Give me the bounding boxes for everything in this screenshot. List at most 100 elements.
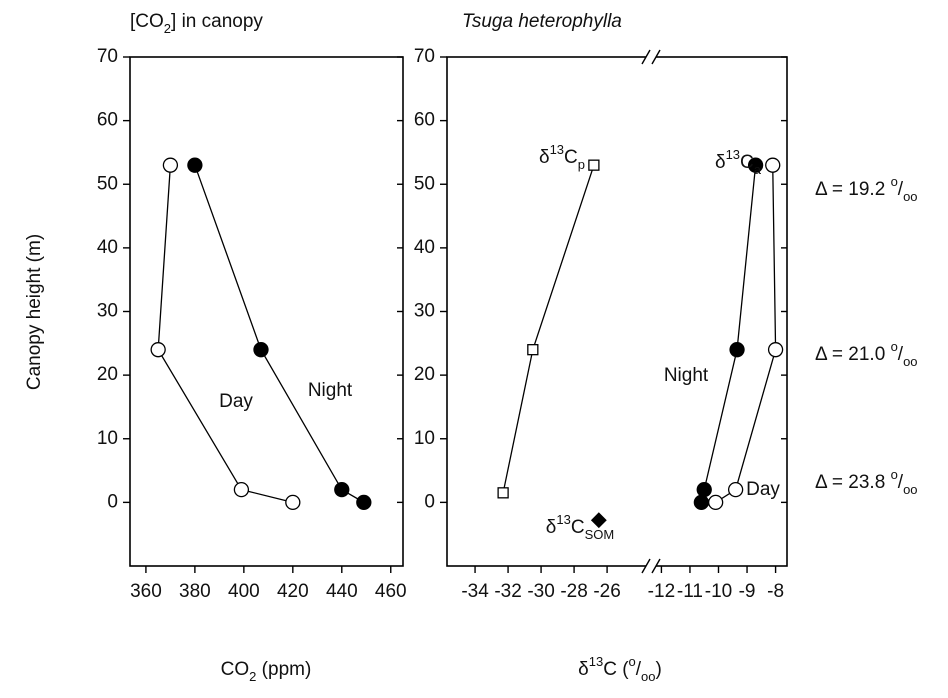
marker — [334, 481, 350, 498]
marker — [767, 342, 784, 358]
marker — [729, 342, 745, 358]
axis-break — [641, 558, 651, 574]
x-tick-label: 400 — [228, 581, 260, 602]
marker — [696, 481, 712, 498]
x-axis-label: δ13C (o/oo) — [578, 654, 662, 684]
series-line — [700, 165, 757, 503]
text-part: 13 — [550, 142, 564, 157]
y-tick-label: 0 — [424, 491, 435, 512]
series-line — [715, 165, 777, 503]
chart-title: Tsuga heterophylla — [462, 11, 622, 32]
text-part: / — [636, 659, 642, 680]
x-tick-label: 380 — [179, 581, 211, 602]
x-axis-label: CO2 (ppm) — [221, 659, 312, 684]
series-label: δ13CSOM — [546, 512, 614, 542]
x-tick-label: -8 — [767, 581, 784, 602]
annotation: Δ = 23.8 o/oo — [815, 467, 918, 497]
x-tick-label: -11 — [677, 581, 703, 602]
text-part: Δ = 23.8 — [815, 472, 891, 493]
y-tick-label: 20 — [97, 364, 118, 385]
text-part: oo — [903, 189, 917, 204]
series-label: Day — [219, 391, 253, 412]
text-part: δ — [539, 147, 550, 168]
marker — [285, 494, 301, 511]
series-line — [502, 164, 595, 493]
x-tick-label: 420 — [277, 581, 309, 602]
text-part: / — [898, 179, 904, 200]
marker — [588, 159, 600, 171]
x-tick-label: -28 — [560, 581, 587, 602]
series-line — [194, 164, 365, 503]
text-part: C — [564, 147, 578, 168]
text-part: CO — [221, 659, 250, 680]
y-tick-label: 10 — [97, 428, 118, 449]
text-part: o — [629, 654, 636, 669]
text-part: oo — [641, 669, 655, 684]
text-part: [CO — [130, 11, 164, 32]
plot-frame — [129, 56, 404, 567]
x-tick-label: -26 — [593, 581, 620, 602]
text-part: (ppm) — [256, 659, 311, 680]
marker — [150, 342, 166, 358]
x-tick-label: 360 — [130, 581, 162, 602]
annotation: δ13Ca — [715, 147, 762, 177]
y-tick-label: 50 — [414, 173, 435, 194]
text-part: 13 — [589, 654, 603, 669]
axis-break-gap — [646, 563, 656, 569]
series-label: Night — [308, 380, 353, 401]
marker — [497, 487, 509, 499]
marker — [253, 342, 269, 358]
text-part: Tsuga heterophylla — [462, 11, 622, 32]
x-tick-label: -10 — [705, 581, 732, 602]
y-tick-label: 20 — [414, 364, 435, 385]
y-tick-label: 60 — [97, 110, 118, 131]
y-tick-label: 40 — [97, 237, 118, 258]
text-part: δ — [578, 659, 589, 680]
x-tick-label: -32 — [494, 581, 521, 602]
marker — [693, 494, 710, 511]
y-tick-label: 10 — [414, 428, 435, 449]
marker — [765, 157, 781, 173]
axis-break — [651, 558, 661, 574]
y-tick-label: 0 — [107, 491, 118, 512]
series-label: Day — [746, 479, 780, 500]
series-line — [157, 165, 293, 504]
text-part: / — [898, 472, 904, 493]
x-tick-label: -34 — [461, 581, 489, 602]
y-tick-label: 30 — [97, 301, 118, 322]
marker — [233, 481, 250, 498]
marker — [356, 494, 372, 511]
annotation: Δ = 21.0 o/oo — [815, 339, 918, 369]
chart-title: [CO2] in canopy — [130, 11, 263, 36]
y-tick-label: 30 — [414, 301, 435, 322]
y-tick-label: 60 — [414, 110, 435, 131]
text-part: δ — [715, 152, 726, 173]
marker — [527, 344, 539, 356]
marker — [590, 512, 607, 529]
text-part: o — [891, 174, 898, 189]
text-part: SOM — [585, 527, 615, 542]
text-part: ) — [656, 659, 662, 680]
y-tick-label: 70 — [414, 46, 435, 67]
text-part: 13 — [556, 512, 570, 527]
text-part: δ — [546, 517, 557, 538]
axis-break-gap — [646, 54, 656, 60]
x-tick-label: -9 — [739, 581, 756, 602]
marker — [747, 157, 764, 173]
text-part: a — [754, 162, 762, 177]
marker — [187, 157, 203, 173]
y-axis-label: Canopy height (m) — [24, 234, 45, 390]
text-part: p — [578, 157, 585, 172]
text-part: Δ = 19.2 — [815, 179, 891, 200]
text-part: C — [571, 517, 585, 538]
text-part: 2 — [164, 21, 171, 36]
text-part: oo — [903, 482, 917, 497]
text-part: C ( — [603, 659, 629, 680]
series-label: δ13Cp — [539, 142, 585, 172]
text-part: ] in canopy — [171, 11, 263, 32]
y-tick-label: 40 — [414, 237, 435, 258]
text-part: / — [898, 344, 904, 365]
x-tick-label: -30 — [527, 581, 554, 602]
y-tick-label: 70 — [97, 46, 118, 67]
